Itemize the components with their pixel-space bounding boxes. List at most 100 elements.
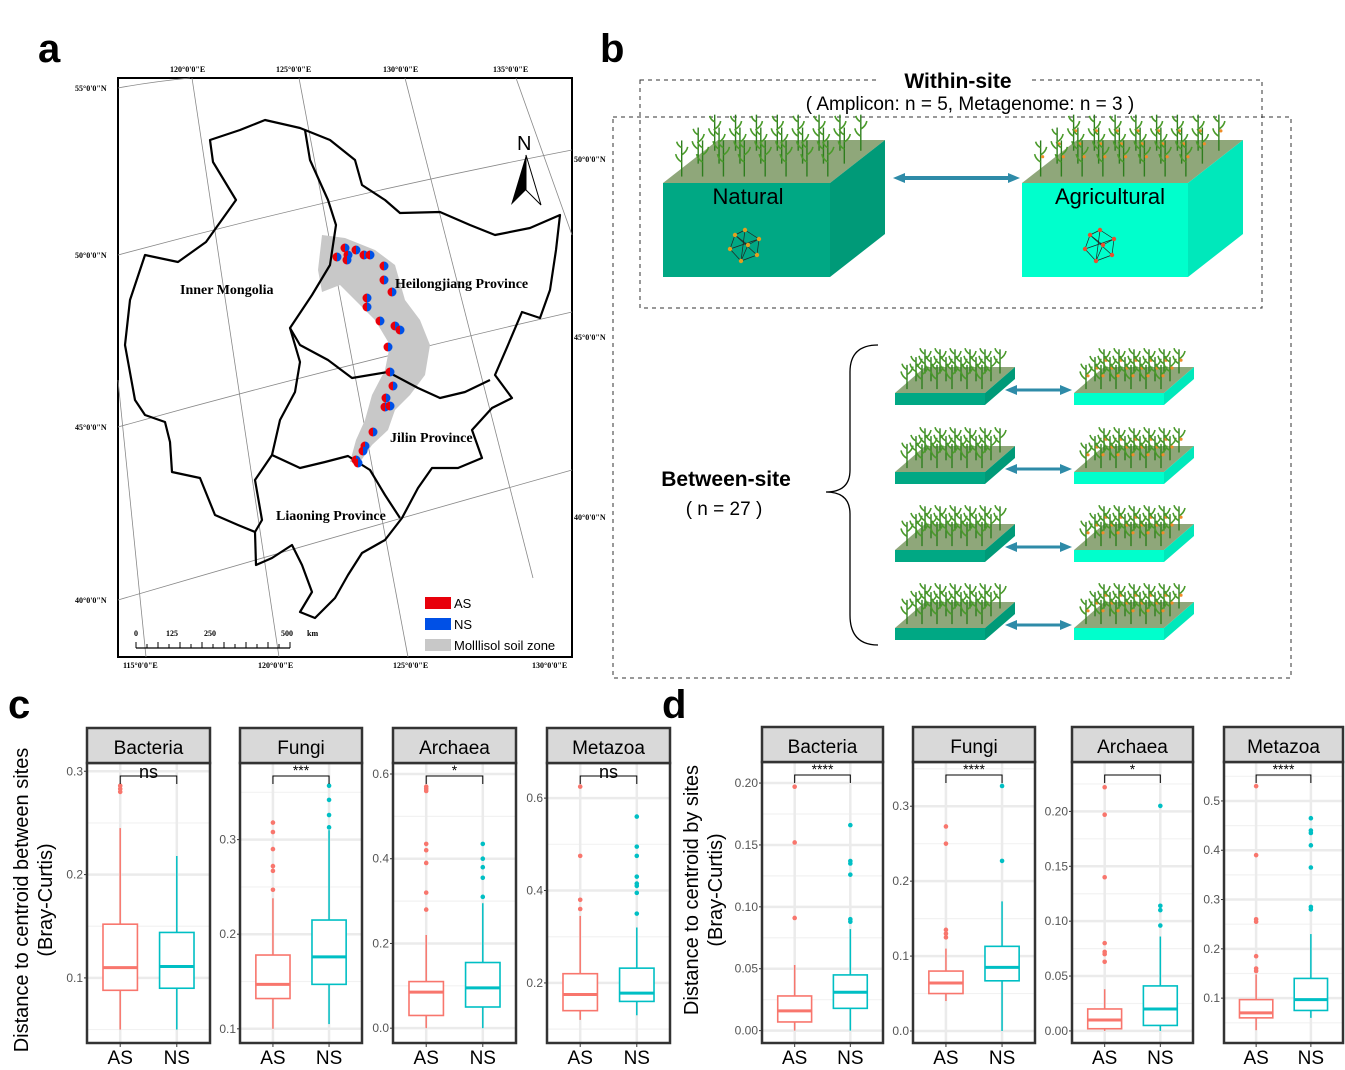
plant-icon	[975, 363, 989, 390]
plant-icon	[960, 363, 974, 390]
sample-site-marker	[332, 252, 342, 262]
plant-icon	[1088, 512, 1102, 539]
sample-site-marker	[340, 243, 350, 253]
outlier-point	[792, 840, 797, 845]
outlier-point	[999, 783, 1005, 789]
plant-icon	[1172, 504, 1186, 531]
plant-icon	[1142, 347, 1156, 374]
y-tick-label: 0.6	[526, 791, 543, 805]
panel-label-c: c	[8, 683, 30, 727]
outlier-point	[999, 858, 1005, 864]
plant-icon	[915, 442, 929, 469]
north-label: N	[517, 133, 531, 155]
plant-icon	[915, 363, 929, 390]
plant-icon	[1163, 590, 1177, 617]
plant-icon	[1139, 363, 1153, 390]
region-outline	[123, 118, 562, 620]
y-tick-label: 0.1	[66, 971, 83, 985]
plant-icon	[674, 140, 689, 177]
plant-icon	[1133, 590, 1147, 617]
significance-bracket	[794, 774, 851, 783]
x-tick-label: NS	[624, 1048, 650, 1069]
lon-bottom-label: 125°0'0"E	[393, 661, 428, 670]
y-tick-label: 0.3	[66, 764, 83, 778]
legend-label-ns: NS	[454, 617, 472, 632]
plant-icon	[1139, 598, 1153, 625]
sample-site-marker	[395, 325, 405, 335]
plant-icon	[960, 442, 974, 469]
plant-icon	[1118, 355, 1132, 382]
plant-icon	[975, 442, 989, 469]
lon-bottom-label: 120°0'0"E	[258, 661, 293, 670]
facet-strip	[85, 726, 212, 765]
plant-icon	[1094, 520, 1108, 547]
box-iqr	[464, 961, 501, 1008]
box-as	[928, 824, 964, 1002]
plant-icon	[1097, 347, 1111, 374]
outlier-point	[848, 916, 853, 922]
facet-strip	[391, 726, 518, 765]
outlier-point	[326, 783, 332, 789]
brace	[825, 344, 879, 646]
lat-left-label: 45°0'0"N	[75, 423, 107, 432]
significance-bracket	[272, 775, 330, 784]
sample-site-marker	[387, 287, 397, 297]
outer-dashed-box	[612, 116, 1292, 679]
plant-icon	[909, 355, 923, 382]
box-ns	[618, 814, 655, 1016]
lon-top-label: 120°0'0"E	[170, 65, 205, 74]
outlier-point	[326, 825, 332, 830]
plant-icon	[1154, 520, 1168, 547]
y-tick-label: 0.3	[892, 799, 909, 813]
y-tick-label: 0.1	[1203, 991, 1220, 1005]
plant-icon	[1139, 442, 1153, 469]
plant-icon	[1195, 127, 1210, 164]
outlier-point	[634, 853, 640, 859]
significance-label: ns	[599, 762, 618, 782]
outlier-point	[1308, 828, 1314, 833]
lon-bottom-label: 115°0'0"E	[123, 661, 158, 670]
natural-network-icon	[727, 227, 762, 264]
between-site-subtitle: ( n = 27 )	[686, 499, 763, 520]
legend-swatch-ns	[425, 618, 451, 630]
outlier-point	[270, 820, 276, 825]
outlier-point	[577, 906, 583, 912]
panel-label-d: d	[662, 683, 686, 727]
y-tick-label: 0.15	[735, 838, 759, 852]
plot-background	[913, 762, 1035, 1043]
y-tick-label: 0.2	[526, 976, 543, 990]
plant-icon	[915, 598, 929, 625]
outlier-point	[480, 864, 486, 870]
plant-icon	[837, 127, 852, 164]
outlier-point	[1102, 874, 1107, 880]
outlier-point	[1253, 916, 1259, 922]
plant-icon	[1133, 355, 1147, 382]
sample-site-marker	[379, 275, 389, 285]
outlier-point	[423, 847, 429, 853]
plant-icon	[900, 520, 914, 547]
plant-icon	[918, 426, 932, 453]
outlier-point	[1308, 904, 1314, 910]
plant-icon	[1097, 582, 1111, 609]
facet-title: Metazoa	[572, 738, 645, 759]
facet-title: Metazoa	[1247, 737, 1320, 758]
plant-icon	[1157, 347, 1171, 374]
x-tick-label: AS	[1092, 1048, 1117, 1069]
y-axis-label: (Bray-Curtis)	[705, 833, 727, 946]
plant-icon	[939, 355, 953, 382]
outlier-point	[1253, 966, 1259, 971]
plant-icon	[909, 512, 923, 539]
y-tick-label: 0.20	[735, 776, 759, 790]
plant-icon	[1109, 363, 1123, 390]
plant-icon	[924, 434, 938, 461]
plant-icon	[1116, 140, 1131, 177]
sample-site-marker	[362, 302, 372, 312]
lat-line-55	[117, 77, 191, 89]
plant-icon	[960, 520, 974, 547]
box-ns	[158, 855, 195, 1030]
facet-title: Archaea	[419, 738, 490, 759]
plant-icon	[695, 140, 710, 177]
outlier-point	[117, 783, 123, 789]
y-tick-label: 0.2	[372, 936, 389, 950]
